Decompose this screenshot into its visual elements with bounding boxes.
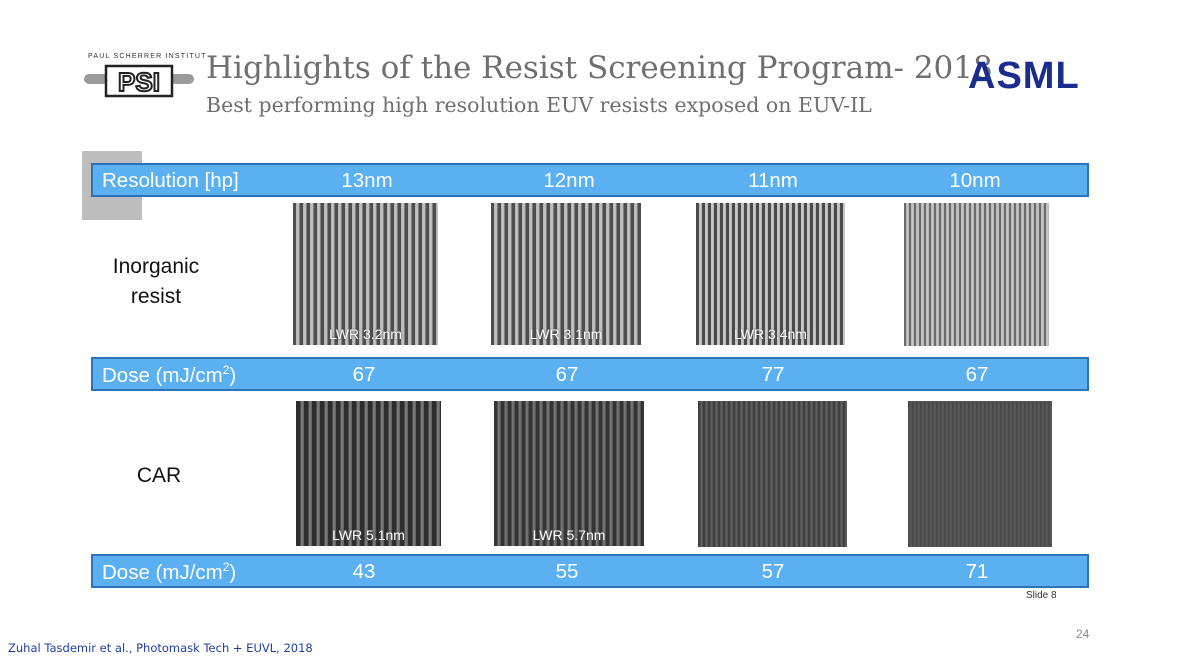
sem-image-inorganic-10nm [904, 203, 1049, 346]
dose-bar-inorganic: Dose (mJ/cm2) 67 67 77 67 [91, 357, 1089, 391]
resolution-13nm: 13nm [341, 169, 393, 192]
slide-title: Highlights of the Resist Screening Progr… [206, 50, 993, 86]
inorganic-label-line1: Inorganic [112, 255, 200, 278]
dose-bar-car: Dose (mJ/cm2) 43 55 57 71 [91, 554, 1089, 588]
psi-logo-text: PSI [118, 67, 160, 97]
sem-image-car-13nm: LWR 5.1nm [296, 401, 441, 546]
asml-logo: ASML [968, 55, 1080, 97]
citation: Zuhal Tasdemir et al., Photomask Tech + … [8, 641, 313, 655]
resolution-11nm: 11nm [748, 169, 798, 192]
sem-image-car-11nm [698, 401, 847, 547]
dose-inorganic-11nm: 77 [761, 363, 785, 386]
resolution-label: Resolution [hp] [102, 169, 239, 192]
lwr-inorganic-12nm: LWR 3.1nm [529, 326, 603, 342]
inorganic-resist-label: Inorganic resist [96, 252, 216, 312]
sem-image-inorganic-12nm: LWR 3.1nm [491, 203, 641, 345]
car-label: CAR [136, 464, 182, 487]
lwr-inorganic-13nm: LWR 3.2nm [329, 326, 402, 342]
slide-subtitle: Best performing high resolution EUV resi… [206, 93, 872, 117]
resolution-bar: Resolution [hp] 13nm 12nm 11nm 10nm [91, 163, 1089, 197]
slide-label: Slide 8 [1026, 590, 1057, 601]
inorganic-label-line2: resist [130, 285, 182, 308]
dose-car-10nm: 71 [965, 560, 989, 583]
lwr-inorganic-11nm: LWR 3.4nm [734, 326, 807, 342]
dose-label-car: Dose (mJ/cm2) [102, 560, 237, 584]
sem-image-inorganic-13nm: LWR 3.2nm [293, 203, 438, 345]
page-number: 24 [1076, 627, 1090, 641]
sem-image-car-12nm: LWR 5.7nm [494, 401, 644, 546]
dose-label-inorganic: Dose (mJ/cm2) [102, 363, 237, 387]
institute-name: PAUL SCHERRER INSTITUT [88, 53, 207, 60]
resolution-10nm: 10nm [949, 169, 1001, 192]
dose-car-13nm: 43 [352, 560, 376, 583]
sem-image-car-10nm [908, 401, 1052, 547]
resolution-12nm: 12nm [543, 169, 595, 192]
dose-inorganic-13nm: 67 [352, 363, 376, 386]
dose-inorganic-12nm: 67 [555, 363, 579, 386]
dose-car-12nm: 55 [555, 560, 579, 583]
lwr-car-12nm: LWR 5.7nm [532, 527, 606, 543]
dose-inorganic-10nm: 67 [965, 363, 989, 386]
dose-car-11nm: 57 [761, 560, 785, 583]
sem-image-inorganic-11nm: LWR 3.4nm [696, 203, 845, 345]
psi-logo: PSI [84, 64, 194, 98]
lwr-car-13nm: LWR 5.1nm [332, 527, 405, 543]
